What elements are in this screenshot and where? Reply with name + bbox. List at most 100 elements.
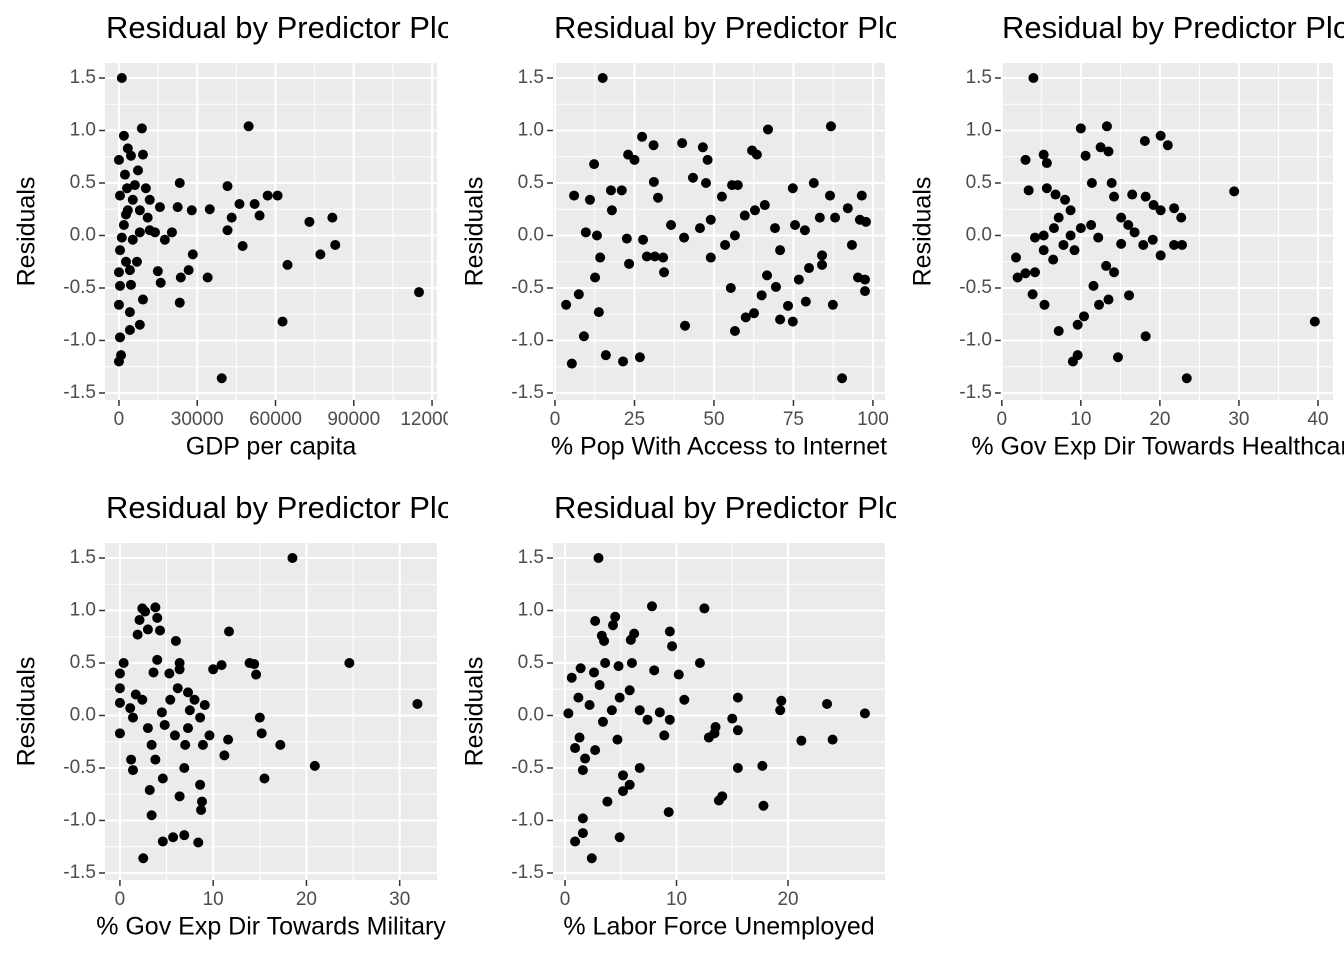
point: [1169, 203, 1180, 214]
point: [222, 225, 233, 236]
point: [673, 669, 684, 680]
y-tick-label: -1.0: [959, 329, 992, 350]
point: [590, 745, 601, 756]
point: [817, 250, 828, 261]
point: [1050, 189, 1061, 200]
point: [814, 212, 825, 223]
point: [687, 172, 698, 183]
point: [208, 664, 219, 675]
point: [152, 654, 163, 665]
y-tick-label: -1.0: [63, 809, 96, 830]
point: [179, 762, 190, 773]
point: [137, 294, 148, 305]
point: [846, 239, 857, 250]
point: [1079, 311, 1089, 322]
point: [666, 219, 677, 230]
point: [776, 695, 787, 706]
y-tick-label: 1.5: [70, 547, 96, 568]
point: [638, 234, 649, 245]
point: [574, 732, 585, 743]
point: [790, 219, 801, 230]
point: [740, 312, 751, 323]
point: [195, 779, 206, 790]
point: [114, 697, 125, 708]
point: [164, 668, 175, 679]
x-tick-label: 0: [115, 889, 126, 910]
chart-title: Residual by Predictor Plot: [1002, 10, 1344, 45]
panel: -1.5 -1.0 -0.5 0.0 0.5 1.0 1.5 0 10 20 30 Residual …: [13, 490, 448, 940]
point: [134, 614, 145, 625]
point: [614, 692, 625, 703]
x-tick-label: 40: [1307, 409, 1328, 430]
point: [148, 667, 159, 678]
point: [595, 252, 606, 263]
point: [705, 214, 716, 225]
point: [1106, 177, 1117, 188]
point: [166, 227, 177, 238]
point: [720, 239, 731, 250]
y-tick-label: -1.5: [511, 382, 544, 403]
point: [634, 352, 645, 363]
point: [168, 832, 179, 843]
point: [1048, 254, 1059, 265]
point: [304, 216, 315, 227]
point: [1093, 232, 1104, 243]
point: [165, 694, 176, 705]
point: [126, 754, 137, 765]
point: [132, 629, 143, 640]
point: [859, 274, 870, 285]
point: [127, 234, 138, 245]
point: [717, 791, 728, 802]
point: [1177, 239, 1188, 250]
point: [787, 183, 798, 194]
y-tick-label: 1.5: [70, 67, 96, 88]
point: [262, 190, 273, 201]
point: [808, 177, 819, 188]
point: [586, 853, 597, 864]
point: [597, 73, 608, 84]
point: [216, 373, 227, 384]
point: [121, 256, 132, 267]
point: [729, 230, 740, 241]
point: [1041, 183, 1052, 194]
point: [822, 698, 833, 709]
point: [170, 635, 181, 646]
point: [134, 227, 145, 238]
x-tick-label: 20: [296, 889, 317, 910]
point: [197, 739, 208, 750]
point: [602, 796, 613, 807]
y-tick-label: 1.0: [966, 120, 992, 141]
point: [732, 692, 743, 703]
point: [224, 626, 235, 637]
point: [825, 121, 836, 132]
y-tick-label: -1.0: [511, 809, 544, 830]
point: [716, 191, 727, 202]
x-axis-title: % Gov Exp Dir Towards Healthcare: [971, 433, 1344, 461]
point: [641, 251, 652, 262]
point: [125, 703, 136, 714]
x-tick-label: 75: [783, 409, 804, 430]
point: [1039, 299, 1050, 310]
point: [837, 373, 848, 384]
point: [251, 669, 262, 680]
y-tick-label: 1.5: [966, 67, 992, 88]
point: [624, 779, 635, 790]
point: [1069, 245, 1080, 256]
point: [659, 267, 670, 278]
point: [796, 735, 807, 746]
point: [150, 754, 161, 765]
point: [1147, 234, 1158, 245]
point: [1139, 136, 1150, 147]
x-tick-label: 100: [857, 409, 889, 430]
point: [607, 620, 618, 631]
x-tick-label: 90000: [327, 409, 380, 430]
point: [118, 130, 129, 141]
point: [610, 611, 621, 622]
point: [749, 205, 760, 216]
point: [309, 760, 320, 771]
point: [570, 743, 581, 754]
point: [259, 773, 270, 784]
point: [237, 240, 248, 251]
point: [113, 356, 124, 367]
point: [157, 773, 168, 784]
